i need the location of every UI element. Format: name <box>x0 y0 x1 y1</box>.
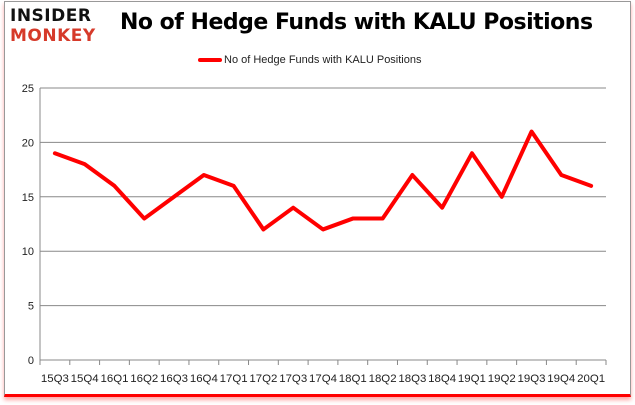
x-tick-label: 15Q4 <box>71 373 99 385</box>
x-tick-label: 18Q1 <box>339 373 367 385</box>
y-tick-label: 15 <box>22 192 34 204</box>
x-tick-label: 18Q2 <box>369 373 397 385</box>
x-tick-label: 19Q4 <box>547 373 575 385</box>
legend: No of Hedge Funds with KALU Positions <box>198 54 422 66</box>
x-tick-label: 16Q4 <box>190 373 218 385</box>
x-tick-label: 18Q3 <box>398 373 426 385</box>
x-tick-label: 19Q1 <box>458 373 486 385</box>
logo-line-2: MONKEY <box>10 26 96 46</box>
x-tick-label: 19Q2 <box>488 373 516 385</box>
y-tick-label: 0 <box>28 355 34 367</box>
y-tick-label: 10 <box>22 246 34 258</box>
x-tick-label: 20Q1 <box>577 373 605 385</box>
x-tick-label: 19Q3 <box>518 373 546 385</box>
x-tick-label: 17Q4 <box>309 373 337 385</box>
insider-monkey-logo: INSIDER MONKEY <box>10 6 96 46</box>
x-tick-label: 17Q2 <box>249 373 277 385</box>
x-tick-label: 16Q1 <box>100 373 128 385</box>
y-tick-label: 5 <box>28 301 34 313</box>
x-tick-label: 18Q4 <box>428 373 456 385</box>
legend-swatch <box>198 58 222 62</box>
y-tick-label: 25 <box>22 83 34 95</box>
series-line <box>52 129 594 232</box>
logo-line-1: INSIDER <box>10 6 92 26</box>
x-tick-label: 16Q2 <box>130 373 158 385</box>
chart-title: No of Hedge Funds with KALU Positions <box>120 10 593 35</box>
legend-label: No of Hedge Funds with KALU Positions <box>224 54 422 66</box>
x-tick-label: 17Q1 <box>220 373 248 385</box>
x-tick-label: 17Q3 <box>279 373 307 385</box>
x-tick-label: 16Q3 <box>160 373 188 385</box>
x-tick-label: 15Q3 <box>41 373 69 385</box>
chart-border <box>4 1 631 397</box>
y-tick-label: 20 <box>22 137 34 149</box>
